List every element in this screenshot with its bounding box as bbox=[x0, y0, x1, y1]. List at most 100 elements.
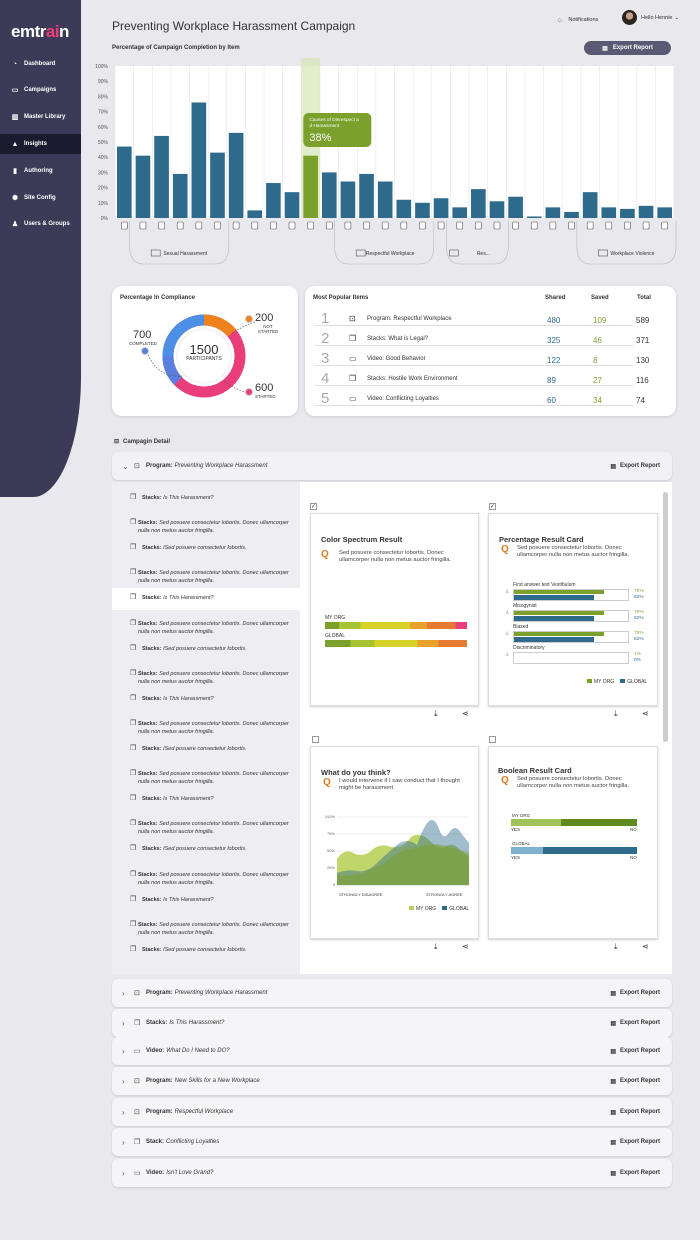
y-tick-label: 50% bbox=[98, 140, 109, 146]
stack-item[interactable]: ❐ Stacks: ISed posuere consectetur lobort… bbox=[130, 645, 290, 653]
export-report-button[interactable]: ▤ Export Report bbox=[610, 1139, 660, 1146]
export-report-button[interactable]: ▤ Export Report bbox=[610, 1020, 660, 1027]
stack-item[interactable]: ❐ Stacks: Sed posuere consectetur loborti… bbox=[130, 921, 290, 937]
stack-text: Stacks: ISed posuere consectetur loborti… bbox=[142, 545, 247, 552]
stack-item[interactable]: ❐ Stacks: Sed posuere consectetur loborti… bbox=[130, 871, 290, 887]
stack-item[interactable]: ❐ Stacks: ISed posuere consectetur lobort… bbox=[130, 946, 290, 954]
stack-item[interactable]: ❐ Stacks: ISed posuere consectetur lobort… bbox=[130, 845, 290, 853]
my-org-percent: 70% bbox=[634, 631, 644, 636]
sidebar-item-insights[interactable]: ▲ Insights bbox=[0, 134, 81, 154]
item-type-icon bbox=[419, 221, 426, 230]
stack-item[interactable]: ❐ Stacks: Sed posuere consectetur loborti… bbox=[130, 720, 290, 736]
stack-icon: ❐ bbox=[134, 1020, 141, 1027]
stack-text: Stacks: ISed posuere consectetur loborti… bbox=[142, 846, 247, 853]
notifications[interactable]: ☼ Notifications bbox=[556, 15, 599, 24]
row-type: Program: bbox=[146, 1078, 173, 1084]
rank: 4 bbox=[321, 370, 330, 387]
card-checkbox[interactable] bbox=[489, 736, 496, 743]
bar bbox=[228, 132, 244, 218]
stack-icon: ❐ bbox=[130, 920, 137, 928]
row-title: Isn't Love Grand? bbox=[166, 1170, 214, 1176]
scrollbar[interactable] bbox=[663, 492, 668, 742]
sidebar-item-site-config[interactable]: ✺ Site Config bbox=[0, 188, 81, 208]
sidebar-item-campaigns[interactable]: ▭ Campaigns bbox=[0, 80, 81, 100]
person-icon: ♙ bbox=[505, 589, 510, 595]
campaign-item-row[interactable]: › ⊡ Program: Respectful Workplace ▤ Export Re… bbox=[112, 1098, 672, 1126]
stack-icon: ❐ bbox=[130, 770, 137, 778]
stack-item[interactable]: ❐ Stacks: ISed posuere consectetur lobort… bbox=[130, 544, 290, 552]
download-icon[interactable]: ⤓ bbox=[434, 709, 438, 718]
download-icon[interactable]: ⤓ bbox=[434, 942, 438, 951]
stack-text: Stacks: Sed posuere consectetur lobortis… bbox=[137, 670, 289, 685]
y-tick-label: 70% bbox=[98, 110, 109, 116]
card-checkbox[interactable] bbox=[312, 736, 319, 743]
popular-row[interactable]: 4 ❐ Stacks: Hostile Work Environment 89 27 11… bbox=[305, 370, 676, 388]
stack-text: Stacks: Is This Harassment? bbox=[142, 896, 214, 903]
stack-item[interactable]: ❐ Stacks: Sed posuere consectetur loborti… bbox=[130, 569, 290, 585]
campaign-item-row[interactable]: › ▭ Video: Isn't Love Grand? ▤ Export Report bbox=[112, 1159, 672, 1187]
question-text: I would intervene if I saw conduct that … bbox=[339, 778, 460, 791]
saved-count: 109 bbox=[593, 316, 607, 325]
compliance-subtitle: Percentage In Compliance bbox=[120, 295, 196, 301]
popular-row[interactable]: 2 ❐ Stacks: What is Legal? 325 46 371 bbox=[305, 330, 676, 348]
popular-row[interactable]: 1 ⊡ Program: Respectful Workplace 480 109 589 bbox=[305, 310, 676, 328]
stack-icon: ❐ bbox=[130, 494, 137, 501]
campaign-item-row[interactable]: › ⊡ Program: Preventing Workplace Harassmen… bbox=[112, 979, 672, 1007]
stack-item[interactable]: ❐ Stacks: Sed posuere consectetur loborti… bbox=[130, 519, 290, 535]
stack-item[interactable]: ❐ Stacks: Sed posuere consectetur loborti… bbox=[130, 820, 290, 836]
sidebar-item-label: Campaigns bbox=[24, 87, 57, 93]
row-type: Stacks: bbox=[146, 1020, 168, 1026]
card-checkbox[interactable]: ✓ bbox=[489, 503, 496, 510]
think-legend: MY ORG GLOBAL bbox=[409, 906, 469, 912]
export-report-button[interactable]: ▤ Export Report bbox=[610, 1078, 660, 1085]
campaign-item-row[interactable]: › ❐ Stack: Conflicting Loyalties ▤ Export Rep… bbox=[112, 1128, 672, 1156]
stack-item[interactable]: ❐ Stacks: Is This Harassment? bbox=[130, 896, 290, 904]
sidebar-item-users-groups[interactable]: ♟ Users & Groups bbox=[0, 214, 81, 234]
share-icon[interactable]: ⋖ bbox=[642, 942, 649, 951]
export-report-button[interactable]: ▤ Export Report bbox=[610, 990, 660, 997]
export-report-button[interactable]: ▤ Export Report bbox=[610, 463, 660, 470]
stack-item[interactable]: ❐ Stacks: Sed posuere consectetur loborti… bbox=[130, 620, 290, 636]
stack-item[interactable]: ❐ Stacks: Sed posuere consectetur loborti… bbox=[130, 670, 290, 686]
export-report-button[interactable]: ▤ Export Report bbox=[584, 41, 671, 55]
download-icon[interactable]: ⤓ bbox=[614, 942, 618, 951]
item-type-icon bbox=[475, 221, 482, 230]
bar bbox=[545, 207, 561, 218]
sidebar-item-master-library[interactable]: ▥ Master Library bbox=[0, 107, 81, 127]
export-report-button[interactable]: ▤ Export Report bbox=[610, 1170, 660, 1177]
user-menu[interactable]: Hello Hennie ⌄ bbox=[622, 10, 679, 25]
sidebar-item-authoring[interactable]: ▮ Authoring bbox=[0, 161, 81, 181]
export-report-button[interactable]: ▤ Export Report bbox=[610, 1048, 660, 1055]
stack-item[interactable]: ❐ Stacks: Is This Harassment? bbox=[130, 695, 290, 703]
stack-text: Stacks: Sed posuere consectetur lobortis… bbox=[137, 921, 289, 936]
global-percent: 62% bbox=[634, 637, 644, 642]
stack-item[interactable]: ❐ Stacks: Is This Harassment? bbox=[130, 594, 290, 602]
download-icon[interactable]: ⤓ bbox=[614, 709, 618, 718]
question-icon: Q bbox=[323, 777, 331, 788]
share-icon[interactable]: ⋖ bbox=[642, 709, 649, 718]
sidebar-item-dashboard[interactable]: ◔ Dashboard bbox=[0, 54, 81, 74]
program-header[interactable]: ⌄ ⊡ Program: Preventing Workplace Harassm… bbox=[112, 452, 672, 480]
popular-row[interactable]: 3 ▭ Video: Good Behavior 122 8 130 bbox=[305, 350, 676, 368]
campaign-item-row[interactable]: › ▭ Video: What Do I Need to DO? ▤ Export Rep… bbox=[112, 1037, 672, 1065]
item-type-icon bbox=[400, 221, 408, 230]
popular-row[interactable]: 5 ▭ Video: Conflicting Loyalties 60 34 74 bbox=[305, 390, 676, 408]
share-icon[interactable]: ⋖ bbox=[462, 709, 469, 718]
stack-item[interactable]: ❐ Stacks: Is This Harassment? bbox=[130, 795, 290, 803]
row-divider bbox=[315, 365, 633, 366]
row-type: Stack: bbox=[146, 1139, 165, 1145]
question-icon: Q bbox=[321, 549, 329, 560]
stack-item[interactable]: ❐ Stacks: ISed posuere consectetur lobort… bbox=[130, 745, 290, 753]
export-report-button[interactable]: ▤ Export Report bbox=[610, 1109, 660, 1116]
row-title: New Skills for a New Workplace bbox=[174, 1078, 260, 1084]
stack-text: Stacks: Sed posuere consectetur lobortis… bbox=[137, 771, 289, 786]
stack-icon: ❐ bbox=[130, 745, 137, 752]
share-icon[interactable]: ⋖ bbox=[462, 942, 469, 951]
stack-item[interactable]: ❐ Stacks: Sed posuere consectetur loborti… bbox=[130, 770, 290, 786]
stack-item[interactable]: ❐ Stacks: Is This Harassment? bbox=[130, 494, 290, 502]
group-bracket bbox=[446, 221, 509, 265]
card-checkbox[interactable]: ✓ bbox=[310, 503, 317, 510]
bar bbox=[340, 181, 356, 218]
campaign-item-row[interactable]: › ⊡ Program: New Skills for a New Workplace… bbox=[112, 1067, 672, 1095]
campaign-item-row[interactable]: › ❐ Stacks: Is This Harassment? ▤ Export Repo… bbox=[112, 1009, 672, 1037]
